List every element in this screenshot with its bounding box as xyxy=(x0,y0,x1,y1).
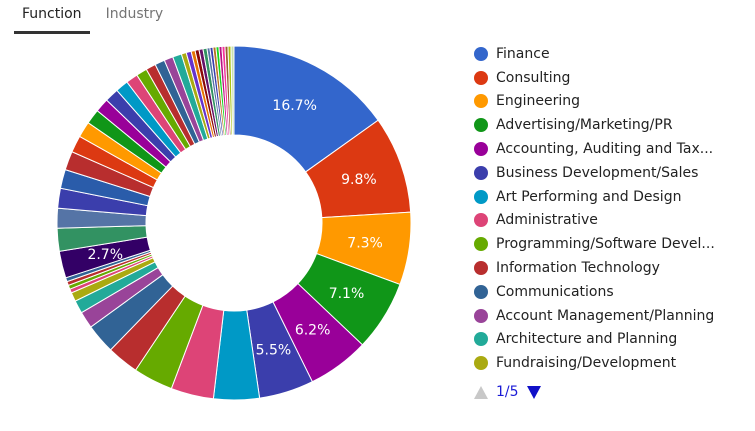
chart-legend: Finance Consulting Engineering Advertising/… xyxy=(474,42,754,375)
legend-item[interactable]: Architecture and Planning xyxy=(474,328,754,352)
slice-other-36[interactable] xyxy=(230,45,235,136)
legend-item[interactable]: Engineering xyxy=(474,90,754,114)
legend-item[interactable]: Consulting xyxy=(474,66,754,90)
legend-color-dot xyxy=(474,189,488,204)
legend-label: Administrative xyxy=(496,212,598,229)
legend-color-dot xyxy=(474,332,488,347)
slice-5-value-label: 5.5% xyxy=(256,343,292,359)
legend-color-dot xyxy=(474,165,488,180)
legend-color-dot xyxy=(474,46,488,61)
legend-label: Business Development/Sales xyxy=(496,164,699,181)
legend-item[interactable]: Art Performing and Design xyxy=(474,185,754,209)
legend-label: Information Technology xyxy=(496,260,660,277)
slice-other-4-value-label: 2.7% xyxy=(87,247,123,263)
legend-item[interactable]: Fundraising/Development xyxy=(474,351,754,375)
legend-color-dot xyxy=(474,142,488,157)
legend-item[interactable]: Administrative xyxy=(474,209,754,233)
legend-label: Consulting xyxy=(496,69,571,86)
legend-label: Communications xyxy=(496,283,614,300)
legend-item[interactable]: Account Management/Planning xyxy=(474,304,754,328)
legend-color-dot xyxy=(474,118,488,133)
legend-pager: 1/5 xyxy=(474,384,541,400)
legend-label: Programming/Software Devel... xyxy=(496,236,715,253)
legend-item[interactable]: Programming/Software Devel... xyxy=(474,232,754,256)
slice-0-value-label: 16.7% xyxy=(272,98,316,114)
legend-label: Fundraising/Development xyxy=(496,355,677,372)
legend-color-dot xyxy=(474,94,488,109)
legend-label: Architecture and Planning xyxy=(496,331,678,348)
legend-item[interactable]: Finance xyxy=(474,42,754,66)
legend-label: Engineering xyxy=(496,93,580,110)
legend-label: Advertising/Marketing/PR xyxy=(496,117,673,134)
legend-label: Accounting, Auditing and Tax... xyxy=(496,141,714,158)
legend-item[interactable]: Accounting, Auditing and Tax... xyxy=(474,137,754,161)
legend-item[interactable]: Business Development/Sales xyxy=(474,161,754,185)
slice-0[interactable] xyxy=(233,45,379,173)
previous-page-icon xyxy=(474,385,488,399)
legend-color-dot xyxy=(474,213,488,228)
slice-2-value-label: 7.3% xyxy=(347,235,383,251)
legend-item[interactable]: Communications xyxy=(474,280,754,304)
next-page-icon[interactable] xyxy=(526,385,541,399)
slice-1-value-label: 9.8% xyxy=(341,172,377,188)
donut-chart: 16.7% 9.8% 7.3% 7.1% 6.2%5.5% 2.7% xyxy=(56,45,412,401)
slice-3-value-label: 7.1% xyxy=(329,286,365,302)
legend-label: Account Management/Planning xyxy=(496,307,715,324)
legend-item[interactable]: Advertising/Marketing/PR xyxy=(474,113,754,137)
legend-label: Finance xyxy=(496,45,550,62)
legend-color-dot xyxy=(474,284,488,299)
legend-color-dot xyxy=(474,261,488,276)
legend-color-dot xyxy=(474,356,488,371)
legend-color-dot xyxy=(474,237,488,252)
tab-industry[interactable]: Industry xyxy=(105,6,164,22)
legend-page-indicator: 1/5 xyxy=(496,384,519,400)
legend-label: Art Performing and Design xyxy=(496,188,682,205)
tab-bar: Function Industry xyxy=(14,0,179,34)
legend-color-dot xyxy=(474,308,488,323)
legend-item[interactable]: Information Technology xyxy=(474,256,754,280)
legend-color-dot xyxy=(474,70,488,85)
tab-function[interactable]: Function xyxy=(14,0,90,34)
slice-4-value-label: 6.2% xyxy=(295,323,331,339)
